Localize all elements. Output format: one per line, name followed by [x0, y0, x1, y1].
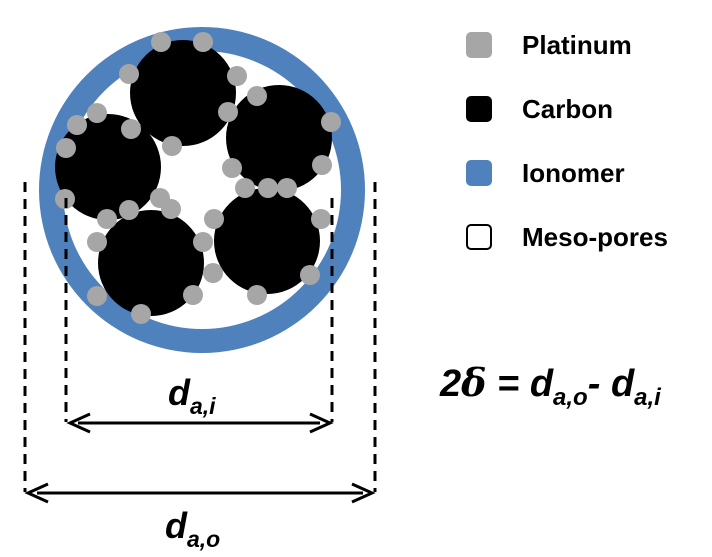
platinum-particle: [87, 232, 107, 252]
thickness-equation: 2δ = da,o- da,i: [440, 360, 661, 412]
meso-pores-swatch: [466, 224, 492, 250]
equation-number: 2: [440, 363, 462, 405]
platinum-particle: [247, 285, 267, 305]
platinum-particle: [258, 178, 278, 198]
equation-term1: d: [529, 363, 554, 405]
inner-diameter-subscript: a,i: [190, 393, 216, 419]
carbon-particle: [130, 40, 236, 146]
platinum-particle: [235, 178, 255, 198]
carbon-particle: [226, 85, 332, 191]
platinum-particle: [151, 32, 171, 52]
platinum-particle: [119, 64, 139, 84]
equation-delta: δ: [461, 360, 487, 405]
platinum-particle: [162, 136, 182, 156]
platinum-particles: [55, 32, 341, 324]
equation-minus: -: [587, 363, 611, 405]
carbon-particles: [55, 40, 332, 316]
outer-diameter-subscript: a,o: [187, 526, 221, 552]
platinum-particle: [119, 200, 139, 220]
platinum-particle: [56, 138, 76, 158]
carbon-particle: [214, 188, 320, 294]
platinum-particle: [311, 209, 331, 229]
platinum-particle: [131, 304, 151, 324]
platinum-particle: [87, 286, 107, 306]
platinum-particle: [300, 265, 320, 285]
inner-arrowhead-left: [66, 412, 91, 434]
platinum-particle: [247, 86, 267, 106]
platinum-particle: [227, 66, 247, 86]
platinum-particle: [222, 158, 242, 178]
platinum-particle: [277, 178, 297, 198]
platinum-swatch: [466, 32, 492, 58]
outer-diameter-label: da,o: [165, 505, 220, 553]
legend-label: Carbon: [522, 94, 613, 124]
equation-term2: d: [610, 363, 635, 405]
ionomer-swatch: [466, 160, 492, 186]
platinum-particle: [193, 232, 213, 252]
platinum-particle: [97, 209, 117, 229]
dimension-lines: [23, 182, 377, 504]
platinum-particle: [67, 115, 87, 135]
platinum-particle: [161, 199, 181, 219]
legend-label: Ionomer: [522, 158, 625, 188]
legend-label: Platinum: [522, 30, 632, 60]
outer-arrowhead-left: [24, 482, 49, 504]
platinum-particle: [121, 119, 141, 139]
equation-equals: =: [486, 363, 530, 405]
inner-diameter-label: da,i: [168, 372, 216, 420]
carbon-swatch: [466, 96, 492, 122]
platinum-particle: [87, 103, 107, 123]
inner-diameter-symbol: d: [168, 372, 190, 413]
outer-diameter-symbol: d: [165, 505, 187, 546]
platinum-particle: [203, 263, 223, 283]
inner-arrowhead-right: [309, 412, 334, 434]
equation-term2-subscript: a,i: [634, 384, 661, 411]
legend-label: Meso-pores: [522, 222, 668, 252]
platinum-particle: [218, 102, 238, 122]
platinum-particle: [183, 285, 203, 305]
platinum-particle: [193, 32, 213, 52]
carbon-particle: [98, 210, 204, 316]
platinum-particle: [312, 155, 332, 175]
platinum-particle: [204, 209, 224, 229]
carbon-particle: [55, 114, 161, 220]
outer-arrowhead-right: [351, 482, 376, 504]
equation-term1-subscript: a,o: [553, 384, 588, 411]
platinum-particle: [321, 112, 341, 132]
